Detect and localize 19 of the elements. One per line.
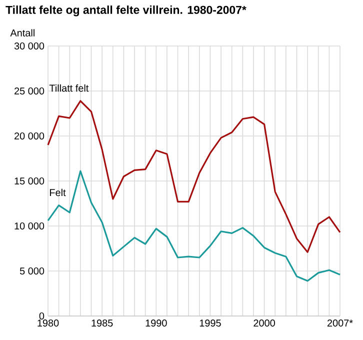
- y-tick-label: 0: [39, 312, 44, 320]
- series-label: Felt: [50, 188, 66, 196]
- x-tick-label: 1990: [146, 320, 167, 327]
- x-tick-label: 1995: [200, 320, 221, 327]
- x-tick-label: 2007*: [327, 320, 353, 327]
- y-tick-label: 10 000: [14, 222, 44, 230]
- x-tick-label: 1980: [38, 320, 59, 327]
- y-axis-title: Antall: [10, 29, 34, 36]
- y-tick-label: 15 000: [14, 177, 44, 185]
- chart-title: Tillatt felte og antall felte villrein. 1980-2007*: [6, 6, 246, 16]
- line-series: [47, 170, 341, 282]
- y-tick-label: 5 000: [20, 267, 44, 275]
- y-tick-label: 30 000: [14, 42, 44, 50]
- y-tick-label: 25 000: [14, 87, 44, 95]
- x-tick-label: 2000: [254, 320, 275, 327]
- line-series: [47, 100, 341, 253]
- series-label: Tillatt felt: [49, 84, 89, 92]
- x-tick-label: 1985: [92, 320, 113, 327]
- y-tick-label: 20 000: [14, 132, 44, 140]
